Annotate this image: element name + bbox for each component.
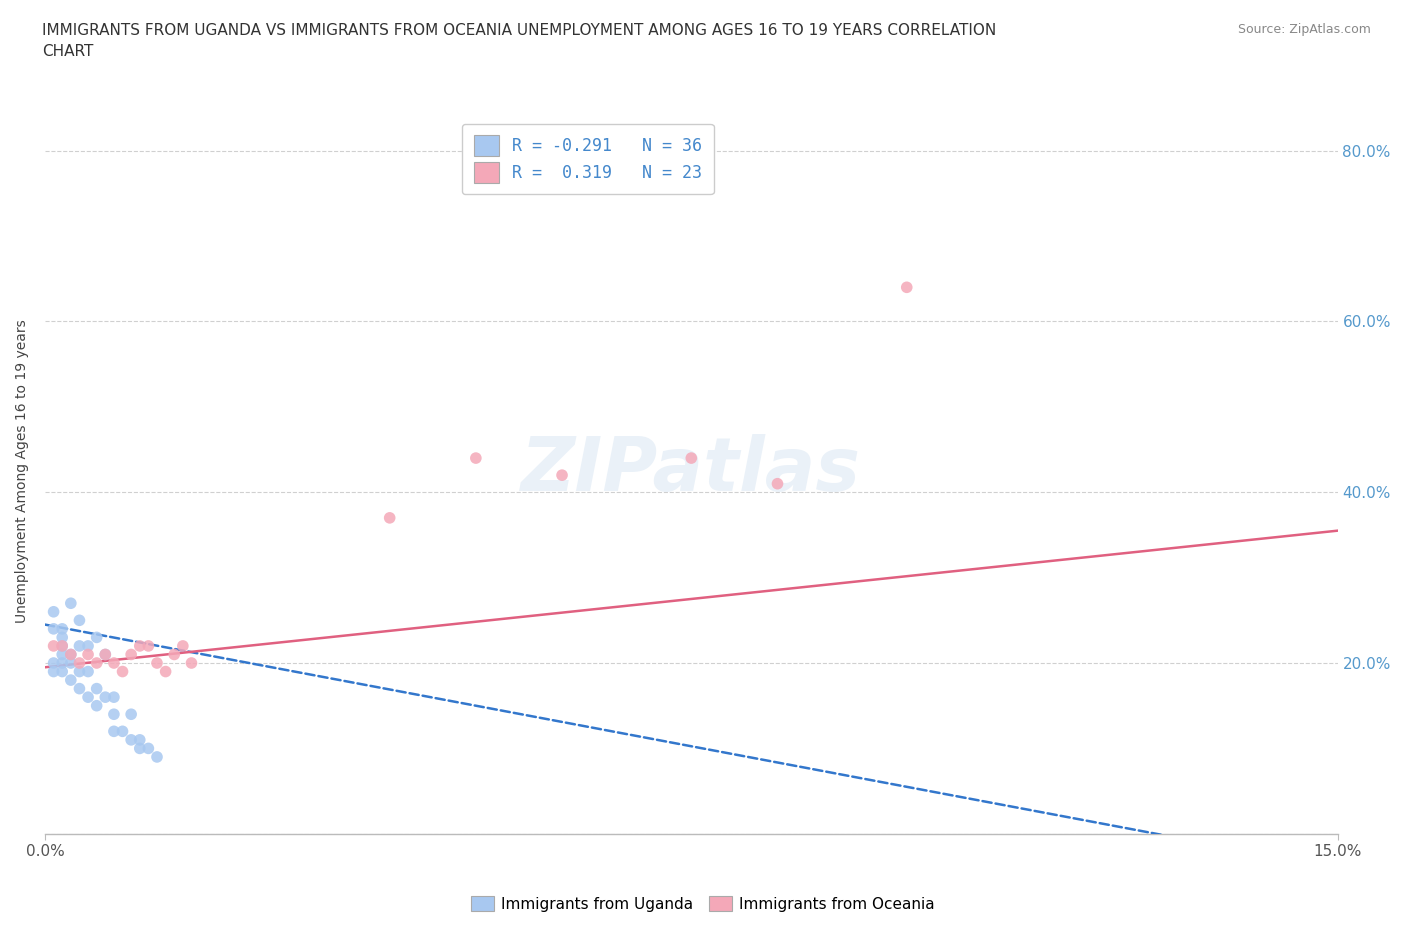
Point [128,741,150,756]
Point [155,664,177,679]
Point [77,639,100,654]
Point [69,656,91,671]
Point [51,656,73,671]
Point [59,672,82,687]
Point [103,707,125,722]
Point [146,750,169,764]
Point [378,511,401,525]
Text: IMMIGRANTS FROM UGANDA VS IMMIGRANTS FROM OCEANIA UNEMPLOYMENT AMONG AGES 16 TO : IMMIGRANTS FROM UGANDA VS IMMIGRANTS FRO… [42,23,997,60]
Text: ZIPatlas: ZIPatlas [522,434,862,508]
Point [86,630,108,644]
Legend: R = -0.291   N = 36, R =  0.319   N = 23: R = -0.291 N = 36, R = 0.319 N = 23 [463,124,714,194]
Point [94,690,117,705]
Point [896,280,918,295]
Point [128,733,150,748]
Point [120,707,142,722]
Point [51,639,73,654]
Text: Source: ZipAtlas.com: Source: ZipAtlas.com [1237,23,1371,36]
Point [86,656,108,671]
Point [766,476,789,491]
Point [69,681,91,696]
Point [464,451,486,466]
Point [42,621,65,636]
Point [681,451,703,466]
Point [138,741,160,756]
Point [51,664,73,679]
Point [103,724,125,738]
Point [51,639,73,654]
Point [51,647,73,662]
Point [86,698,108,713]
Point [77,690,100,705]
Point [69,664,91,679]
Point [86,681,108,696]
Point [59,596,82,611]
Point [59,647,82,662]
Point [42,604,65,619]
Point [163,647,186,662]
Point [146,656,169,671]
Point [94,647,117,662]
Y-axis label: Unemployment Among Ages 16 to 19 years: Unemployment Among Ages 16 to 19 years [15,319,30,623]
Point [551,468,574,483]
Point [128,639,150,654]
Point [77,647,100,662]
Point [77,664,100,679]
Point [59,647,82,662]
Point [42,656,65,671]
Point [180,656,202,671]
Point [51,630,73,644]
Point [172,639,194,654]
Point [42,664,65,679]
Point [103,656,125,671]
Point [69,639,91,654]
Point [59,656,82,671]
Point [111,724,134,738]
Legend: Immigrants from Uganda, Immigrants from Oceania: Immigrants from Uganda, Immigrants from … [465,889,941,918]
Point [42,639,65,654]
Point [120,733,142,748]
Point [51,621,73,636]
Point [94,647,117,662]
Point [111,664,134,679]
Point [69,613,91,628]
Point [138,639,160,654]
Point [120,647,142,662]
Point [103,690,125,705]
